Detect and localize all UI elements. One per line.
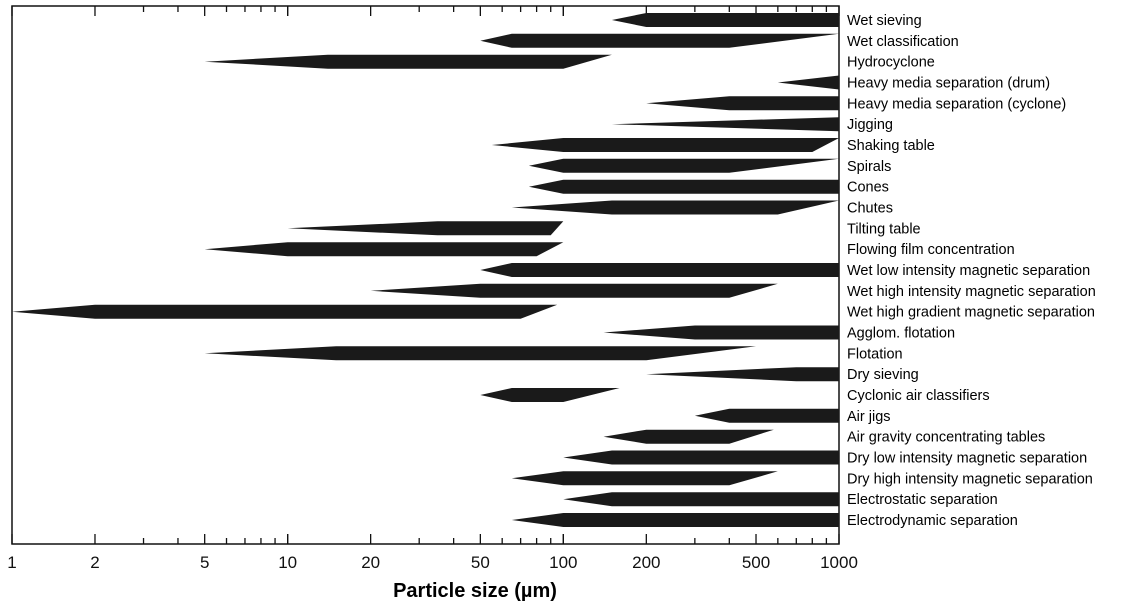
x-tick-label: 500 xyxy=(742,553,770,572)
x-axis-ticks xyxy=(11,6,840,544)
process-label: Electrostatic separation xyxy=(847,492,998,508)
x-tick-label: 5 xyxy=(200,553,209,572)
x-tick-label: 2 xyxy=(90,553,99,572)
process-label: Hydrocyclone xyxy=(847,55,935,71)
process-band xyxy=(511,471,778,486)
process-band xyxy=(563,450,839,465)
process-label: Heavy media separation (cyclone) xyxy=(847,96,1066,112)
process-label: Wet classification xyxy=(847,34,959,50)
process-band xyxy=(480,388,620,402)
process-band xyxy=(777,75,839,90)
process-band xyxy=(603,325,839,340)
x-tick-label: 1000 xyxy=(820,553,858,572)
process-band xyxy=(480,33,839,48)
process-label: Cyclonic air classifiers xyxy=(847,388,990,404)
process-label: Wet high intensity magnetic separation xyxy=(847,284,1096,300)
process-band xyxy=(204,54,612,69)
process-label: Flotation xyxy=(847,346,903,362)
process-band xyxy=(528,158,839,173)
process-band xyxy=(204,242,564,257)
x-tick-label: 100 xyxy=(549,553,577,572)
process-label: Wet low intensity magnetic separation xyxy=(847,263,1090,279)
process-band xyxy=(611,13,839,27)
process-label: Heavy media separation (drum) xyxy=(847,76,1050,92)
process-label: Agglom. flotation xyxy=(847,326,955,342)
process-band xyxy=(646,96,839,111)
process-band xyxy=(611,117,839,132)
process-label: Shaking table xyxy=(847,138,935,154)
x-tick-label: 50 xyxy=(471,553,490,572)
process-label: Wet sieving xyxy=(847,13,922,29)
process-band xyxy=(563,492,839,507)
process-label: Jigging xyxy=(847,117,893,133)
process-label: Dry sieving xyxy=(847,367,919,383)
process-label: Air jigs xyxy=(847,409,891,425)
process-band xyxy=(204,346,756,361)
process-band xyxy=(603,429,774,444)
process-bands xyxy=(12,13,839,527)
process-band xyxy=(287,221,564,236)
x-tick-label: 1 xyxy=(7,553,16,572)
process-band xyxy=(491,138,839,152)
process-label: Dry high intensity magnetic separation xyxy=(847,471,1093,487)
x-tick-label: 20 xyxy=(361,553,380,572)
process-band xyxy=(511,513,839,527)
x-axis-tick-labels: 1 2 5 10 20 50 100 200 500 1000 xyxy=(7,553,858,572)
process-label: Tilting table xyxy=(847,221,921,237)
process-band xyxy=(528,179,839,194)
process-label: Wet high gradient magnetic separation xyxy=(847,305,1095,321)
process-band xyxy=(12,304,558,319)
process-band xyxy=(480,263,839,277)
process-label: Spirals xyxy=(847,159,891,175)
process-label: Electrodynamic separation xyxy=(847,513,1018,529)
process-band xyxy=(646,367,839,382)
process-label: Chutes xyxy=(847,201,893,217)
process-label: Flowing film concentration xyxy=(847,242,1015,258)
process-label: Cones xyxy=(847,180,889,196)
process-label: Air gravity concentrating tables xyxy=(847,430,1045,446)
process-label: Dry low intensity magnetic separation xyxy=(847,451,1087,467)
process-band xyxy=(694,408,839,423)
process-band xyxy=(511,200,839,215)
x-tick-label: 10 xyxy=(278,553,297,572)
x-axis-title: Particle size (µm) xyxy=(393,580,557,602)
process-labels: Wet sieving Wet classification Hydrocyclon… xyxy=(847,13,1096,529)
x-tick-label: 200 xyxy=(632,553,660,572)
process-band xyxy=(370,283,778,298)
